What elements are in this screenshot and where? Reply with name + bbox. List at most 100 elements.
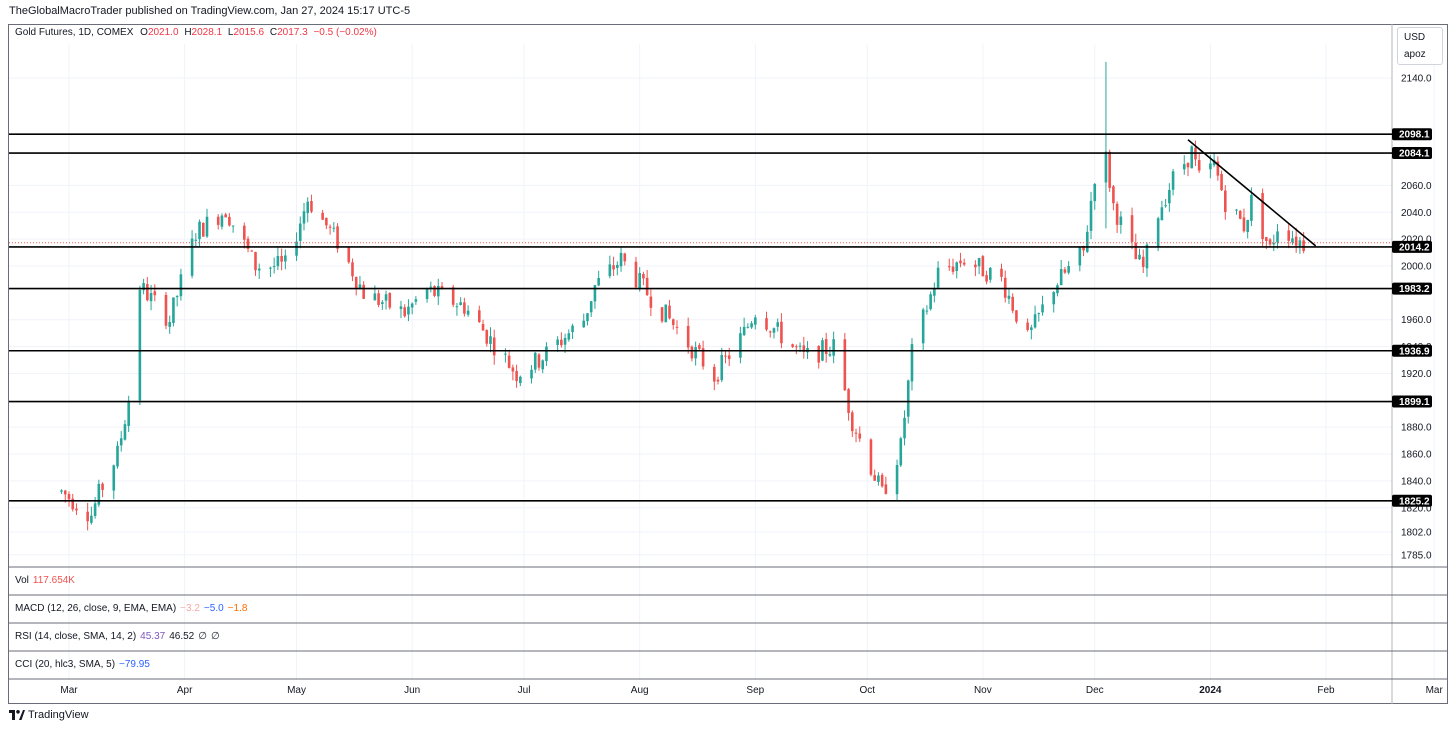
- candle-body: [619, 252, 623, 267]
- x-tick-label: Mar: [1426, 685, 1444, 696]
- candle-body: [63, 490, 67, 495]
- candle-body: [1052, 292, 1056, 305]
- candle-body: [459, 302, 462, 305]
- candle-body: [190, 238, 194, 276]
- change-value: −0.5 (−0.02%): [313, 27, 377, 38]
- y-tick-label: 2020.0: [1401, 235, 1432, 246]
- brand-name: TradingView: [28, 709, 89, 721]
- candle-body: [276, 255, 280, 267]
- downtrend-line: [1187, 139, 1317, 247]
- candle-body: [123, 424, 127, 440]
- candle-body: [246, 238, 250, 249]
- cci-value: −79.95: [119, 659, 150, 670]
- candle-body: [1104, 151, 1108, 183]
- rsi-name: RSI (14, close, SMA, 14, 2): [15, 631, 137, 642]
- candle-body: [325, 217, 328, 226]
- volume-pane-legend[interactable]: Vol 117.654K: [15, 575, 75, 586]
- candle-body: [1037, 313, 1041, 315]
- candle-body: [257, 268, 261, 271]
- candle-body: [798, 345, 802, 347]
- candle-body: [724, 355, 727, 357]
- candle-body: [507, 355, 511, 368]
- candle-body: [1261, 193, 1264, 240]
- candle-body: [168, 322, 172, 327]
- candle-body: [280, 255, 283, 262]
- candle-body: [1160, 207, 1164, 221]
- candle-body: [612, 265, 615, 270]
- tradingview-logo-icon: [9, 710, 25, 720]
- macd-signal-value: −1.8: [227, 603, 248, 614]
- candle-body: [567, 333, 571, 340]
- candle-body: [433, 286, 436, 296]
- candle-body: [328, 226, 332, 228]
- candle-body: [933, 288, 936, 296]
- candle-body: [75, 508, 78, 511]
- candle-body: [768, 331, 772, 333]
- candle-body: [533, 352, 537, 370]
- candle-body: [1093, 183, 1097, 202]
- candle-body: [616, 264, 619, 268]
- level-price-text: 1899.1: [1399, 397, 1430, 408]
- candle-body: [425, 288, 429, 300]
- candle-body: [399, 306, 403, 310]
- chart-frame: [8, 24, 1448, 704]
- candle-body: [824, 339, 828, 355]
- tradingview-brand[interactable]: TradingView: [9, 709, 89, 721]
- candle-body: [608, 264, 612, 277]
- candle-body: [716, 379, 720, 382]
- candle-body: [720, 354, 724, 381]
- candle-body: [638, 272, 641, 290]
- close-label: C: [269, 27, 278, 38]
- candle-body: [593, 285, 597, 302]
- candle-body: [97, 483, 101, 505]
- x-tick-label: Oct: [859, 685, 875, 696]
- candle-body: [101, 483, 104, 490]
- level-price-tag: [1392, 147, 1432, 160]
- rsi-pane-legend[interactable]: RSI (14, close, SMA, 14, 2) 45.37 46.52 ∅ ∅: [15, 631, 220, 642]
- candle-body: [828, 354, 832, 356]
- candle-body: [269, 267, 272, 269]
- candle-body: [649, 296, 653, 308]
- candle-body: [466, 310, 470, 315]
- y-tick-label: 1820.0: [1401, 503, 1432, 514]
- candle-body: [1287, 230, 1291, 241]
- candle-body: [455, 306, 459, 308]
- candle-body: [1141, 256, 1145, 268]
- candle-body: [1216, 161, 1220, 176]
- y-tick-label: 1960.0: [1401, 315, 1432, 326]
- cci-pane-legend[interactable]: CCI (20, hlc3, SMA, 5) −79.95: [15, 659, 150, 670]
- close-value: 2017.3: [277, 27, 308, 38]
- candle-body: [362, 284, 365, 299]
- candle-body: [690, 346, 694, 359]
- y-tick-label: 2000.0: [1401, 262, 1432, 273]
- candle-body: [138, 289, 142, 401]
- level-price-tag: [1392, 240, 1432, 253]
- candle-body: [1220, 174, 1223, 191]
- candle-body: [563, 337, 567, 345]
- candle-body: [1302, 240, 1305, 252]
- candle-body: [451, 287, 455, 305]
- candle-body: [772, 328, 776, 333]
- candle-body: [112, 465, 116, 491]
- candle-body: [478, 310, 481, 323]
- candle-body: [216, 216, 220, 225]
- x-tick-label: Apr: [177, 685, 193, 696]
- candle-body: [560, 339, 563, 346]
- candle-body: [93, 503, 97, 517]
- candle-body: [955, 262, 959, 272]
- candle-body: [858, 433, 862, 439]
- candle-body: [832, 339, 835, 356]
- candle-body: [664, 304, 668, 323]
- candle-body: [1291, 238, 1294, 243]
- candle-body: [1026, 322, 1029, 330]
- candle-body: [701, 348, 705, 367]
- price-scale-menu[interactable]: USD apoz: [1397, 27, 1443, 65]
- symbol-legend: Gold Futures, 1D, COMEX O2021.0 H2028.1 …: [15, 27, 377, 38]
- candle-body: [1145, 244, 1149, 269]
- candle-body: [119, 438, 123, 446]
- candle-body: [86, 511, 89, 522]
- candle-body: [1276, 231, 1279, 243]
- macd-pane-legend[interactable]: MACD (12, 26, close, 9, EMA, EMA) −3.2 −5.…: [15, 603, 247, 614]
- candle-body: [347, 247, 351, 263]
